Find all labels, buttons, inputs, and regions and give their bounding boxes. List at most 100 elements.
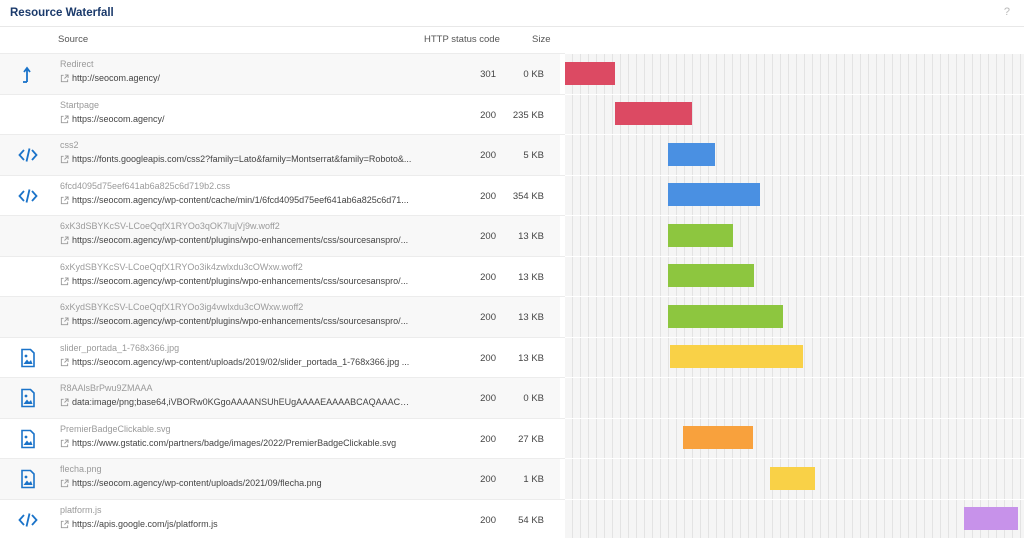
row-info: R8AAlsBrPwu9ZMAAA data:image/png;base64,i…	[0, 378, 560, 418]
http-status-code: 200	[480, 393, 496, 404]
resource-url-link[interactable]: https://seocom.agency/wp-content/plugins…	[72, 235, 409, 245]
resource-url-link[interactable]: https://seocom.agency/wp-content/uploads…	[72, 478, 322, 488]
http-status-code: 200	[480, 109, 496, 121]
external-link-icon[interactable]	[60, 438, 69, 448]
timeline-row	[565, 53, 1024, 94]
resource-name: 6fcd4095d75eef641ab6a825c6d719b2.css	[60, 180, 231, 191]
resource-url-link[interactable]: https://apis.google.com/js/platform.js	[72, 518, 218, 529]
http-status-code: 200	[480, 271, 496, 283]
table-row[interactable]: css2 https://fonts.googleapis.com/css2?fa…	[0, 134, 1024, 175]
table-row[interactable]: flecha.png https://seocom.agency/wp-conte…	[0, 458, 1024, 499]
external-link-icon[interactable]	[60, 317, 69, 326]
row-info: 6xKydSBYKcSV-LCoeQqfX1RYOo3ig4vwlxdu3cOW…	[0, 297, 560, 337]
resource-size: 13 KB	[518, 352, 544, 364]
resource-size: 13 KB	[518, 231, 544, 242]
external-link-icon[interactable]	[60, 276, 69, 286]
waterfall-bar[interactable]	[668, 142, 715, 166]
resource-name: Startpage	[60, 99, 100, 110]
external-link-icon[interactable]	[60, 74, 69, 83]
column-header-size: Size	[532, 34, 551, 45]
timeline-row	[565, 255, 1024, 297]
waterfall-bar[interactable]	[565, 61, 615, 85]
external-link-icon[interactable]	[60, 479, 69, 488]
resource-url-link[interactable]: http://seocom.agency/	[72, 73, 161, 83]
http-status-code: 301	[480, 69, 496, 80]
resource-name: platform.js	[60, 504, 102, 515]
panel-title: Resource Waterfall	[10, 7, 114, 19]
row-info: flecha.png https://seocom.agency/wp-conte…	[0, 459, 560, 499]
row-info: 6fcd4095d75eef641ab6a825c6d719b2.css http…	[0, 176, 560, 216]
resource-url-link[interactable]: https://seocom.agency/wp-content/plugins…	[72, 275, 409, 286]
waterfall-bar[interactable]	[668, 223, 733, 247]
external-link-icon[interactable]	[60, 519, 69, 529]
http-status-code: 200	[480, 231, 496, 242]
resource-url-link[interactable]: https://seocom.agency/wp-content/plugins…	[72, 316, 409, 326]
resource-url-link[interactable]: https://seocom.agency/wp-content/cache/m…	[72, 194, 409, 205]
code-icon	[18, 145, 38, 165]
table-row[interactable]: Startpage https://seocom.agency/200 235 KB	[0, 93, 1024, 135]
row-info: 6xKydSBYKcSV-LCoeQqfX1RYOo3ik4zwlxdu3cOW…	[0, 257, 560, 297]
waterfall-bar[interactable]	[668, 304, 783, 328]
resource-size: 27 KB	[518, 433, 544, 445]
table-row[interactable]: R8AAlsBrPwu9ZMAAA data:image/png;base64,i…	[0, 377, 1024, 418]
resource-url-link[interactable]: https://seocom.agency/wp-content/uploads…	[72, 356, 410, 367]
resource-url-link[interactable]: data:image/png;base64,iVBORw0KGgoAAAANSU…	[72, 397, 412, 407]
http-status-code: 200	[480, 150, 496, 161]
table-row[interactable]: platform.js https://apis.google.com/js/pl…	[0, 498, 1024, 540]
table-row[interactable]: Redirect http://seocom.agency/301 0 KB	[0, 53, 1024, 94]
row-info: platform.js https://apis.google.com/js/pl…	[0, 500, 560, 540]
resource-size: 354 KB	[512, 190, 544, 202]
timeline-row	[565, 93, 1024, 135]
resource-size: 5 KB	[523, 150, 544, 161]
table-row[interactable]: slider_portada_1-768x366.jpg https://seoc…	[0, 336, 1024, 378]
resource-name: css2	[60, 140, 79, 150]
waterfall-bar[interactable]	[670, 345, 803, 368]
external-link-icon[interactable]	[60, 195, 69, 205]
resource-table: Redirect http://seocom.agency/301 0 KB Star…	[0, 53, 1024, 539]
table-row[interactable]: 6fcd4095d75eef641ab6a825c6d719b2.css http…	[0, 174, 1024, 216]
waterfall-bar[interactable]	[668, 264, 754, 287]
resource-size: 0 KB	[523, 393, 544, 404]
table-row[interactable]: 6xK3dSBYKcSV-LCoeQqfX1RYOo3qOK7lujVj9w.w…	[0, 215, 1024, 256]
row-info: PremierBadgeClickable.svg https://www.gst…	[0, 419, 560, 459]
waterfall-bar[interactable]	[668, 183, 760, 206]
external-link-icon[interactable]	[60, 357, 69, 367]
waterfall-bar[interactable]	[964, 507, 1018, 530]
help-icon[interactable]: ?	[1003, 6, 1010, 18]
table-row[interactable]: PremierBadgeClickable.svg https://www.gst…	[0, 417, 1024, 459]
waterfall-bar[interactable]	[615, 102, 692, 125]
external-link-icon[interactable]	[60, 155, 69, 164]
resource-size: 13 KB	[518, 271, 544, 283]
waterfall-bar[interactable]	[770, 466, 815, 490]
resource-url-link[interactable]: https://fonts.googleapis.com/css2?family…	[72, 154, 412, 164]
resource-name: Redirect	[60, 59, 94, 69]
external-link-icon[interactable]	[60, 236, 69, 245]
timeline-row	[565, 215, 1024, 256]
http-status-code: 200	[480, 312, 496, 323]
image-file-icon	[18, 388, 38, 408]
redirect-icon	[18, 64, 38, 84]
row-info: Redirect http://seocom.agency/301 0 KB	[0, 54, 560, 94]
timeline-row	[565, 296, 1024, 337]
row-info: 6xK3dSBYKcSV-LCoeQqfX1RYOo3qOK7lujVj9w.w…	[0, 216, 560, 256]
resource-url-link[interactable]: https://www.gstatic.com/partners/badge/i…	[72, 437, 397, 448]
image-file-icon	[18, 348, 38, 368]
table-row[interactable]: 6xKydSBYKcSV-LCoeQqfX1RYOo3ig4vwlxdu3cOW…	[0, 296, 1024, 337]
image-file-icon	[18, 429, 38, 449]
resource-name: 6xKydSBYKcSV-LCoeQqfX1RYOo3ik4zwlxdu3cOW…	[60, 261, 303, 272]
table-row[interactable]: 6xKydSBYKcSV-LCoeQqfX1RYOo3ik4zwlxdu3cOW…	[0, 255, 1024, 297]
external-link-icon[interactable]	[60, 114, 69, 124]
timeline-row	[565, 458, 1024, 499]
resource-url-link[interactable]: https://seocom.agency/	[72, 113, 165, 124]
column-header-status: HTTP status code	[424, 34, 500, 45]
waterfall-bar[interactable]	[683, 426, 753, 449]
resource-size: 13 KB	[518, 312, 544, 323]
resource-size: 0 KB	[523, 69, 544, 80]
resource-size: 1 KB	[523, 474, 544, 485]
external-link-icon[interactable]	[60, 398, 69, 407]
resource-name: 6xKydSBYKcSV-LCoeQqfX1RYOo3ig4vwlxdu3cOW…	[60, 302, 304, 312]
timeline-row	[565, 498, 1024, 539]
http-status-code: 200	[480, 514, 496, 526]
timeline-row	[565, 377, 1024, 418]
timeline-row	[565, 134, 1024, 175]
